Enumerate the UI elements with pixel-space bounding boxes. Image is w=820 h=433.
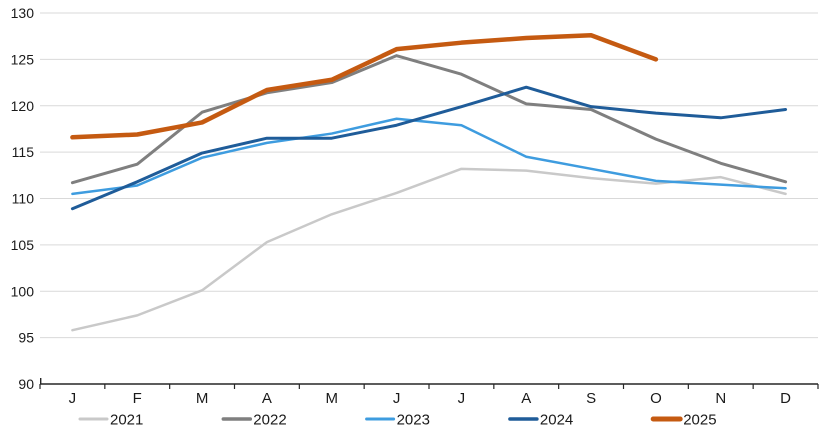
series-line-2022 — [70, 54, 788, 185]
series-line-2021 — [71, 167, 787, 332]
y-axis-label-110: 110 — [12, 191, 35, 207]
x-month-label-1: F — [133, 390, 142, 407]
legend-label-2021: 2021 — [110, 412, 143, 429]
x-month-label-2: M — [196, 390, 209, 407]
x-month-label-8: S — [586, 390, 596, 407]
legend-label-2022: 2022 — [253, 412, 286, 429]
y-axis-label-130: 130 — [11, 5, 35, 21]
x-month-label-9: O — [650, 390, 662, 407]
y-axis-label-90: 90 — [18, 376, 34, 392]
legend-label-2023: 2023 — [397, 412, 430, 429]
x-month-label-6: J — [458, 390, 466, 407]
y-axis-label-120: 120 — [11, 98, 35, 114]
x-month-label-11: D — [780, 390, 791, 407]
y-axis-label-105: 105 — [11, 237, 35, 253]
y-axis-label-125: 125 — [11, 51, 35, 67]
x-month-label-0: J — [69, 390, 77, 407]
x-month-label-3: A — [262, 390, 272, 407]
y-axis-label-95: 95 — [18, 330, 34, 346]
y-axis-label-115: 115 — [12, 144, 35, 160]
series-line-2025 — [70, 33, 659, 140]
x-month-label-7: A — [521, 390, 531, 407]
series-line-2024 — [70, 85, 788, 211]
legend-label-2025: 2025 — [683, 412, 716, 429]
y-axis-label-100: 100 — [11, 283, 35, 299]
x-month-label-10: N — [715, 390, 726, 407]
series-line-2023 — [71, 117, 787, 196]
x-month-label-4: M — [326, 390, 339, 407]
x-month-label-5: J — [393, 390, 401, 407]
legend-label-2024: 2024 — [540, 412, 573, 429]
